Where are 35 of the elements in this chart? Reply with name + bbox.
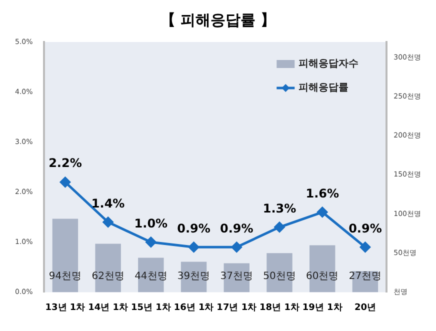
- x-tick-label: 18년 1차: [260, 302, 300, 313]
- x-tick-label: 15년 1차: [130, 302, 171, 313]
- data-label: 62천명: [92, 270, 124, 282]
- data-label: 39천명: [177, 270, 210, 282]
- point: [102, 216, 114, 228]
- data-label: 0.9%: [220, 221, 254, 236]
- data-label: 94천명: [48, 270, 82, 282]
- point: [317, 206, 328, 218]
- data-label: 1.0%: [134, 216, 168, 230]
- point: [360, 242, 370, 252]
- data-label: 1.4%: [91, 196, 125, 210]
- data-label: 1.6%: [306, 186, 339, 200]
- data-label: 60천명: [306, 270, 339, 282]
- data-label: 2.2%: [48, 156, 82, 170]
- x-tick-label: 19년 1차: [302, 302, 342, 313]
- x-tick-label: 17년 1차: [216, 302, 257, 313]
- point: [60, 176, 70, 188]
- point: [231, 242, 242, 252]
- point: [146, 236, 156, 248]
- legend-label: 피해응답률: [298, 82, 349, 94]
- point: [274, 222, 285, 232]
- legend-label: 피해응답자수: [298, 58, 359, 70]
- data-label: 44천명: [134, 270, 168, 282]
- x-tick-label: 14년 1차: [88, 302, 128, 313]
- data-label: 1.3%: [262, 201, 296, 216]
- data-label: 0.9%: [348, 221, 382, 236]
- x-tick-label: 16년 1차: [174, 302, 214, 313]
- chart-title: 【 피해응답률 】: [160, 10, 276, 29]
- point: [188, 242, 200, 252]
- data-label: 50천명: [263, 270, 296, 282]
- x-tick-label: 13년 1차: [45, 302, 86, 313]
- data-label: 37천명: [220, 270, 254, 282]
- data-label: 27천명: [348, 270, 382, 282]
- data-label: 0.9%: [177, 221, 210, 236]
- x-tick-label: 20년: [354, 302, 376, 313]
